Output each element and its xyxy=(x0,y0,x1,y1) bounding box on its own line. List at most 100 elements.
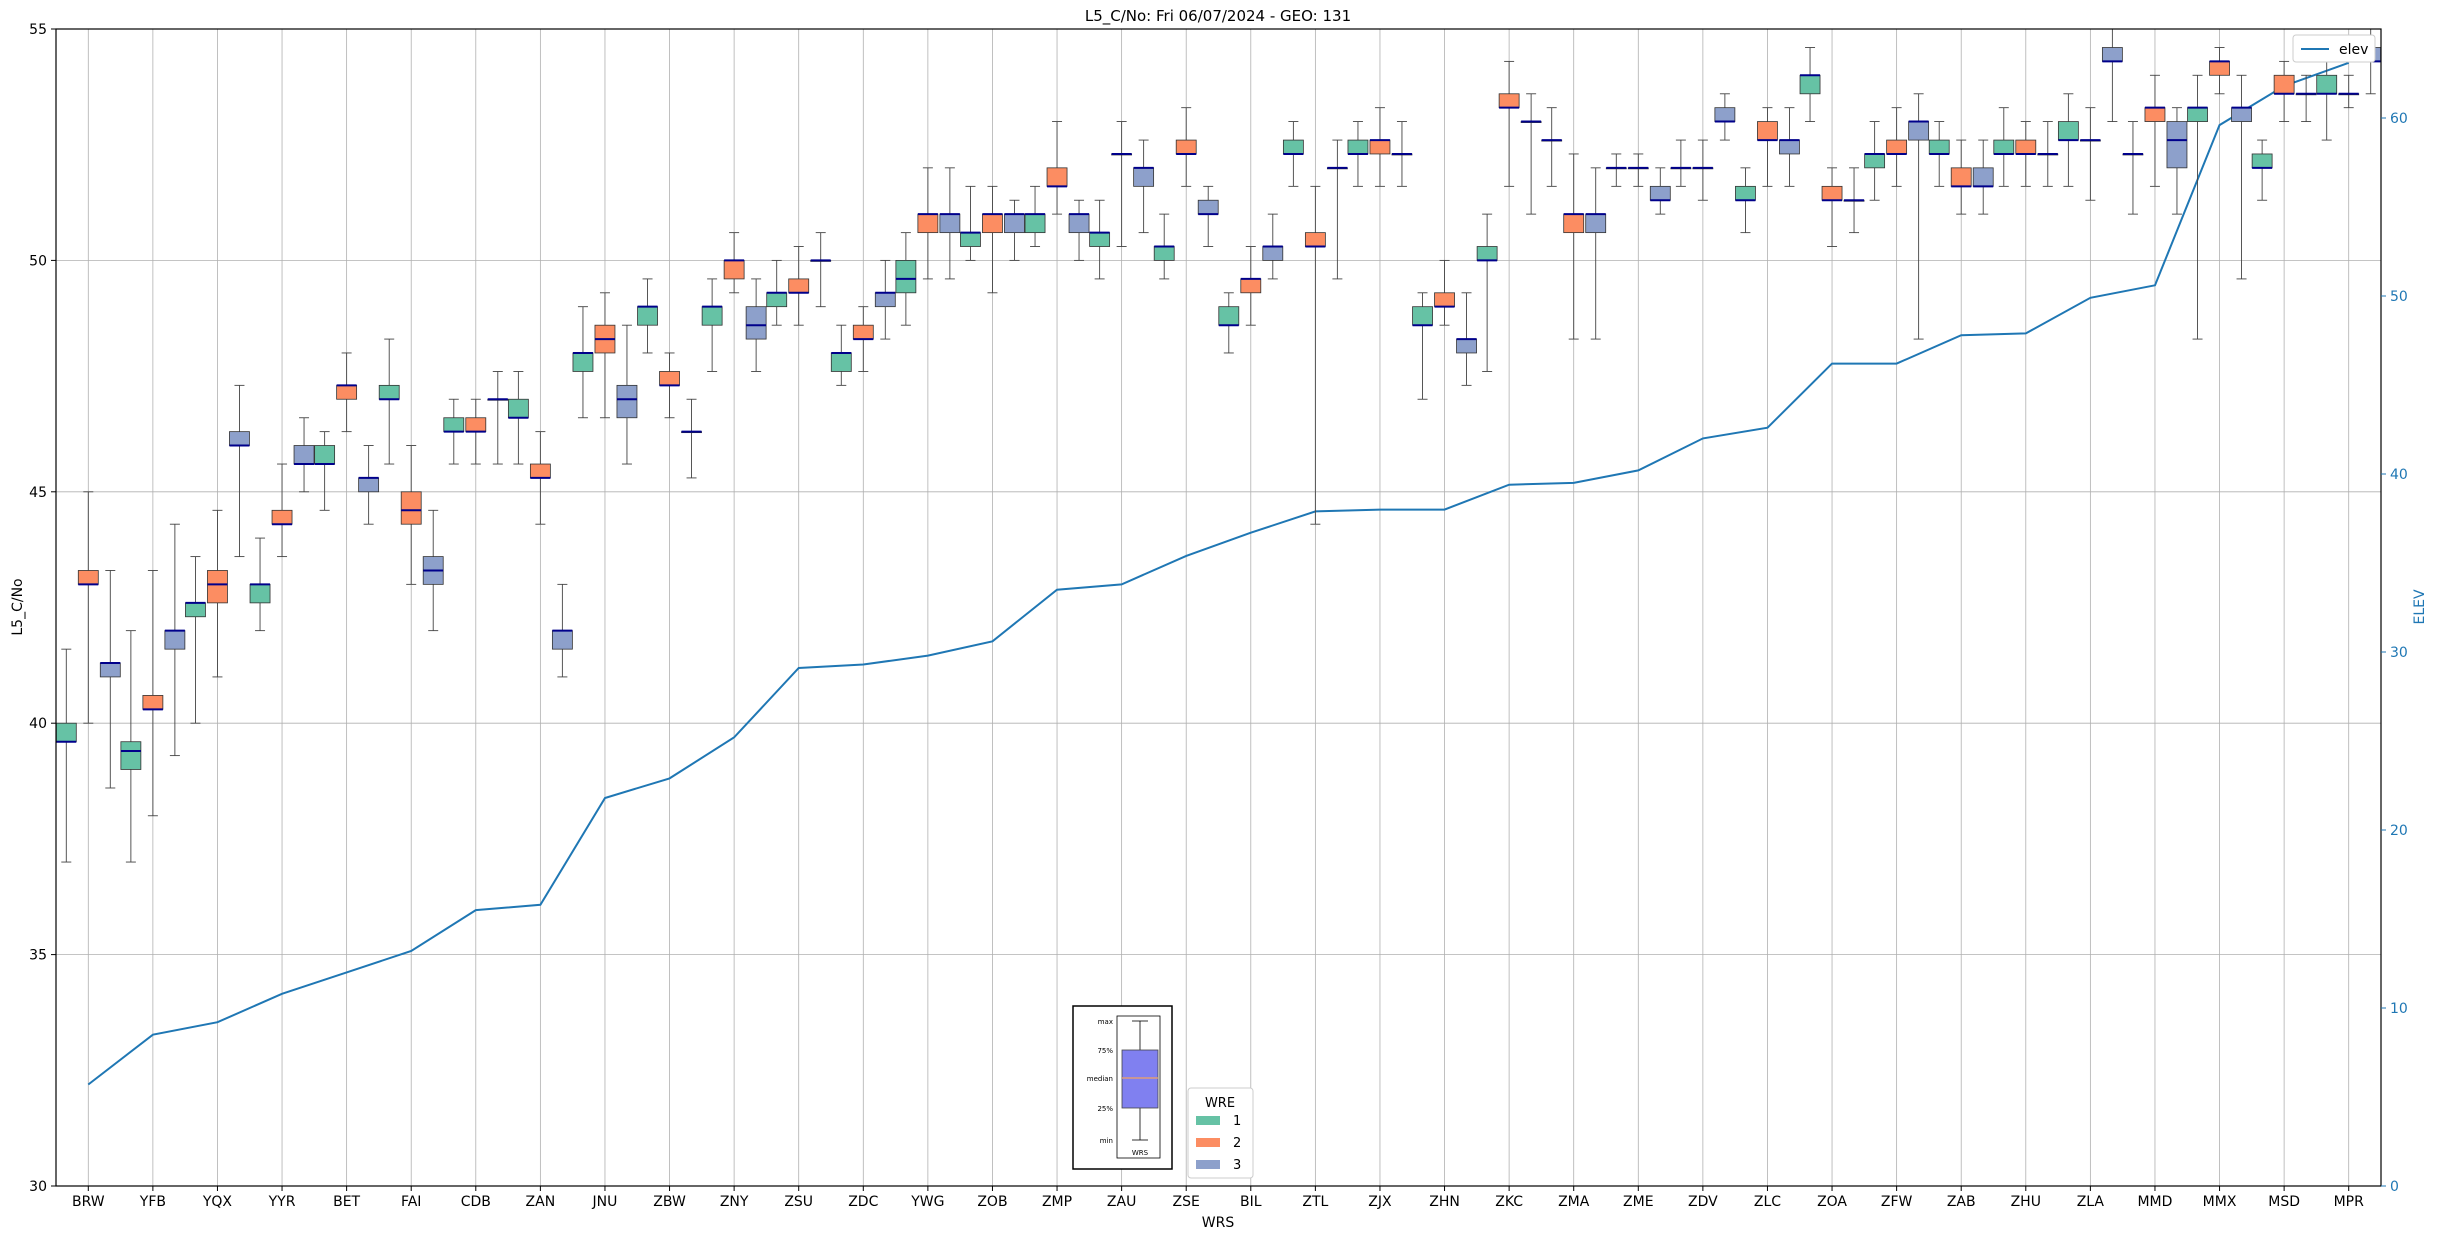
box-ZSU-wre2 xyxy=(788,246,810,326)
box-BET-wre2 xyxy=(336,352,358,433)
box-YQX-wre2 xyxy=(207,509,228,678)
box-key-label-q3: 75% xyxy=(1097,1047,1113,1055)
x-tick-label-FAI: FAI xyxy=(401,1194,421,1210)
iqr-box xyxy=(1585,213,1607,234)
x-tick-label-JNU: JNU xyxy=(592,1194,618,1210)
iqr-box xyxy=(745,306,767,340)
y2-tick-label-30: 30 xyxy=(2390,645,2408,661)
box-ZSE-wre3 xyxy=(1197,185,1219,247)
box-key-inset: max 75% median 25% min WRS xyxy=(1072,1005,1173,1170)
y-tick-label-45: 45 xyxy=(29,485,47,501)
box-ZOA-wre3 xyxy=(1843,167,1865,234)
box-ZBW-wre2 xyxy=(659,352,680,419)
x-axis-label: WRS xyxy=(1202,1215,1235,1231)
box-ZMP-wre3 xyxy=(1068,199,1090,261)
box-ZLA-wre1 xyxy=(2057,93,2079,187)
y2-tick-label-0: 0 xyxy=(2390,1179,2399,1195)
box-ZJX-wre3 xyxy=(1391,121,1413,187)
box-CDB-wre1 xyxy=(443,398,465,465)
chart-title: L5_C/No: Fri 06/07/2024 - GEO: 131 xyxy=(1085,7,1351,26)
box-CDB-wre2 xyxy=(465,398,487,465)
box-MMD-wre3 xyxy=(2166,107,2188,215)
x-tick-label-MPR: MPR xyxy=(2334,1194,2365,1210)
box-ZNY-wre3 xyxy=(745,278,767,372)
y-tick-label-40: 40 xyxy=(29,716,47,732)
box-ZDV-wre1 xyxy=(1670,139,1692,187)
iqr-box xyxy=(164,630,186,650)
iqr-box xyxy=(465,417,487,433)
box-ZKC-wre1 xyxy=(1476,213,1498,372)
iqr-box xyxy=(1476,246,1498,261)
x-tick-label-MMD: MMD xyxy=(2137,1194,2172,1210)
box-ZNY-wre1 xyxy=(701,278,723,372)
iqr-box xyxy=(874,292,896,308)
box-YWG-wre2 xyxy=(917,167,939,280)
x-tick-label-ZLC: ZLC xyxy=(1754,1194,1781,1210)
y-tick-label-30: 30 xyxy=(29,1179,47,1195)
box-ZDC-wre3 xyxy=(874,259,896,340)
box-ZNY-wre2 xyxy=(723,232,745,294)
iqr-box xyxy=(1133,167,1155,187)
box-ZHN-wre1 xyxy=(1412,292,1433,400)
iqr-box xyxy=(378,384,400,400)
box-ZLC-wre2 xyxy=(1757,107,1778,187)
box-ZDC-wre1 xyxy=(830,324,852,386)
iqr-box xyxy=(2273,74,2295,95)
iqr-box xyxy=(1218,306,1240,326)
box-ZBW-wre1 xyxy=(637,278,658,354)
x-tick-label-ZDV: ZDV xyxy=(1688,1194,1718,1210)
elevation-line xyxy=(87,61,2350,1086)
x-tick-label-YYR: YYR xyxy=(268,1194,296,1210)
x-tick-label-BET: BET xyxy=(333,1194,360,1210)
box-ZAU-wre2 xyxy=(1111,121,1133,247)
box-ZKC-wre2 xyxy=(1498,60,1520,187)
iqr-box xyxy=(271,509,293,525)
x-tick-label-ZBW: ZBW xyxy=(653,1194,686,1210)
iqr-box xyxy=(1434,292,1455,308)
iqr-box xyxy=(1950,167,1972,187)
x-tick-label-ZFW: ZFW xyxy=(1881,1194,1913,1210)
iqr-box xyxy=(358,477,380,493)
iqr-box xyxy=(55,722,77,743)
x-tick-label-ZNY: ZNY xyxy=(720,1194,749,1210)
box-key-xlabel: WRS xyxy=(1132,1149,1149,1157)
box-JNU-wre1 xyxy=(572,306,594,419)
box-ZKC-wre3 xyxy=(1520,93,1542,215)
iqr-box xyxy=(1347,139,1369,155)
y2-tick-label-60: 60 xyxy=(2390,111,2408,127)
box-key-label-min: min xyxy=(1100,1137,1113,1145)
wre-legend-swatch-2 xyxy=(1196,1138,1220,1147)
box-ZME-wre2 xyxy=(1627,153,1649,187)
box-ZHU-wre3 xyxy=(2037,121,2059,187)
iqr-box xyxy=(77,570,99,585)
box-ZFW-wre3 xyxy=(1908,93,1930,340)
box-MSD-wre3 xyxy=(2295,74,2317,123)
iqr-box xyxy=(701,306,723,326)
elev-legend-label: elev xyxy=(2339,42,2368,58)
box-BIL-wre3 xyxy=(1262,213,1284,280)
box-MMX-wre1 xyxy=(2187,74,2208,340)
wre-legend-title: WRE xyxy=(1205,1096,1235,1111)
elevation-line-layer xyxy=(87,61,2350,1086)
iqr-box xyxy=(400,491,422,525)
box-layer xyxy=(55,28,2382,863)
iqr-box xyxy=(2101,47,2123,62)
box-ZSU-wre1 xyxy=(766,259,788,326)
iqr-box xyxy=(1714,107,1736,122)
iqr-box xyxy=(99,662,121,678)
y2-tick-label-20: 20 xyxy=(2390,823,2408,839)
iqr-box xyxy=(1972,167,1994,187)
iqr-box xyxy=(2057,121,2079,141)
box-MMD-wre1 xyxy=(2122,121,2144,215)
iqr-box xyxy=(529,463,551,479)
iqr-box xyxy=(1153,246,1175,261)
box-YYR-wre1 xyxy=(249,537,271,632)
iqr-box xyxy=(1175,139,1197,155)
iqr-box xyxy=(1735,185,1756,201)
iqr-box xyxy=(142,695,164,710)
iqr-box xyxy=(1197,199,1219,215)
x-tick-label-ZME: ZME xyxy=(1623,1194,1654,1210)
iqr-box xyxy=(1779,139,1800,155)
x-tick-label-BRW: BRW xyxy=(72,1194,105,1210)
y2-tick-label-40: 40 xyxy=(2390,467,2408,483)
